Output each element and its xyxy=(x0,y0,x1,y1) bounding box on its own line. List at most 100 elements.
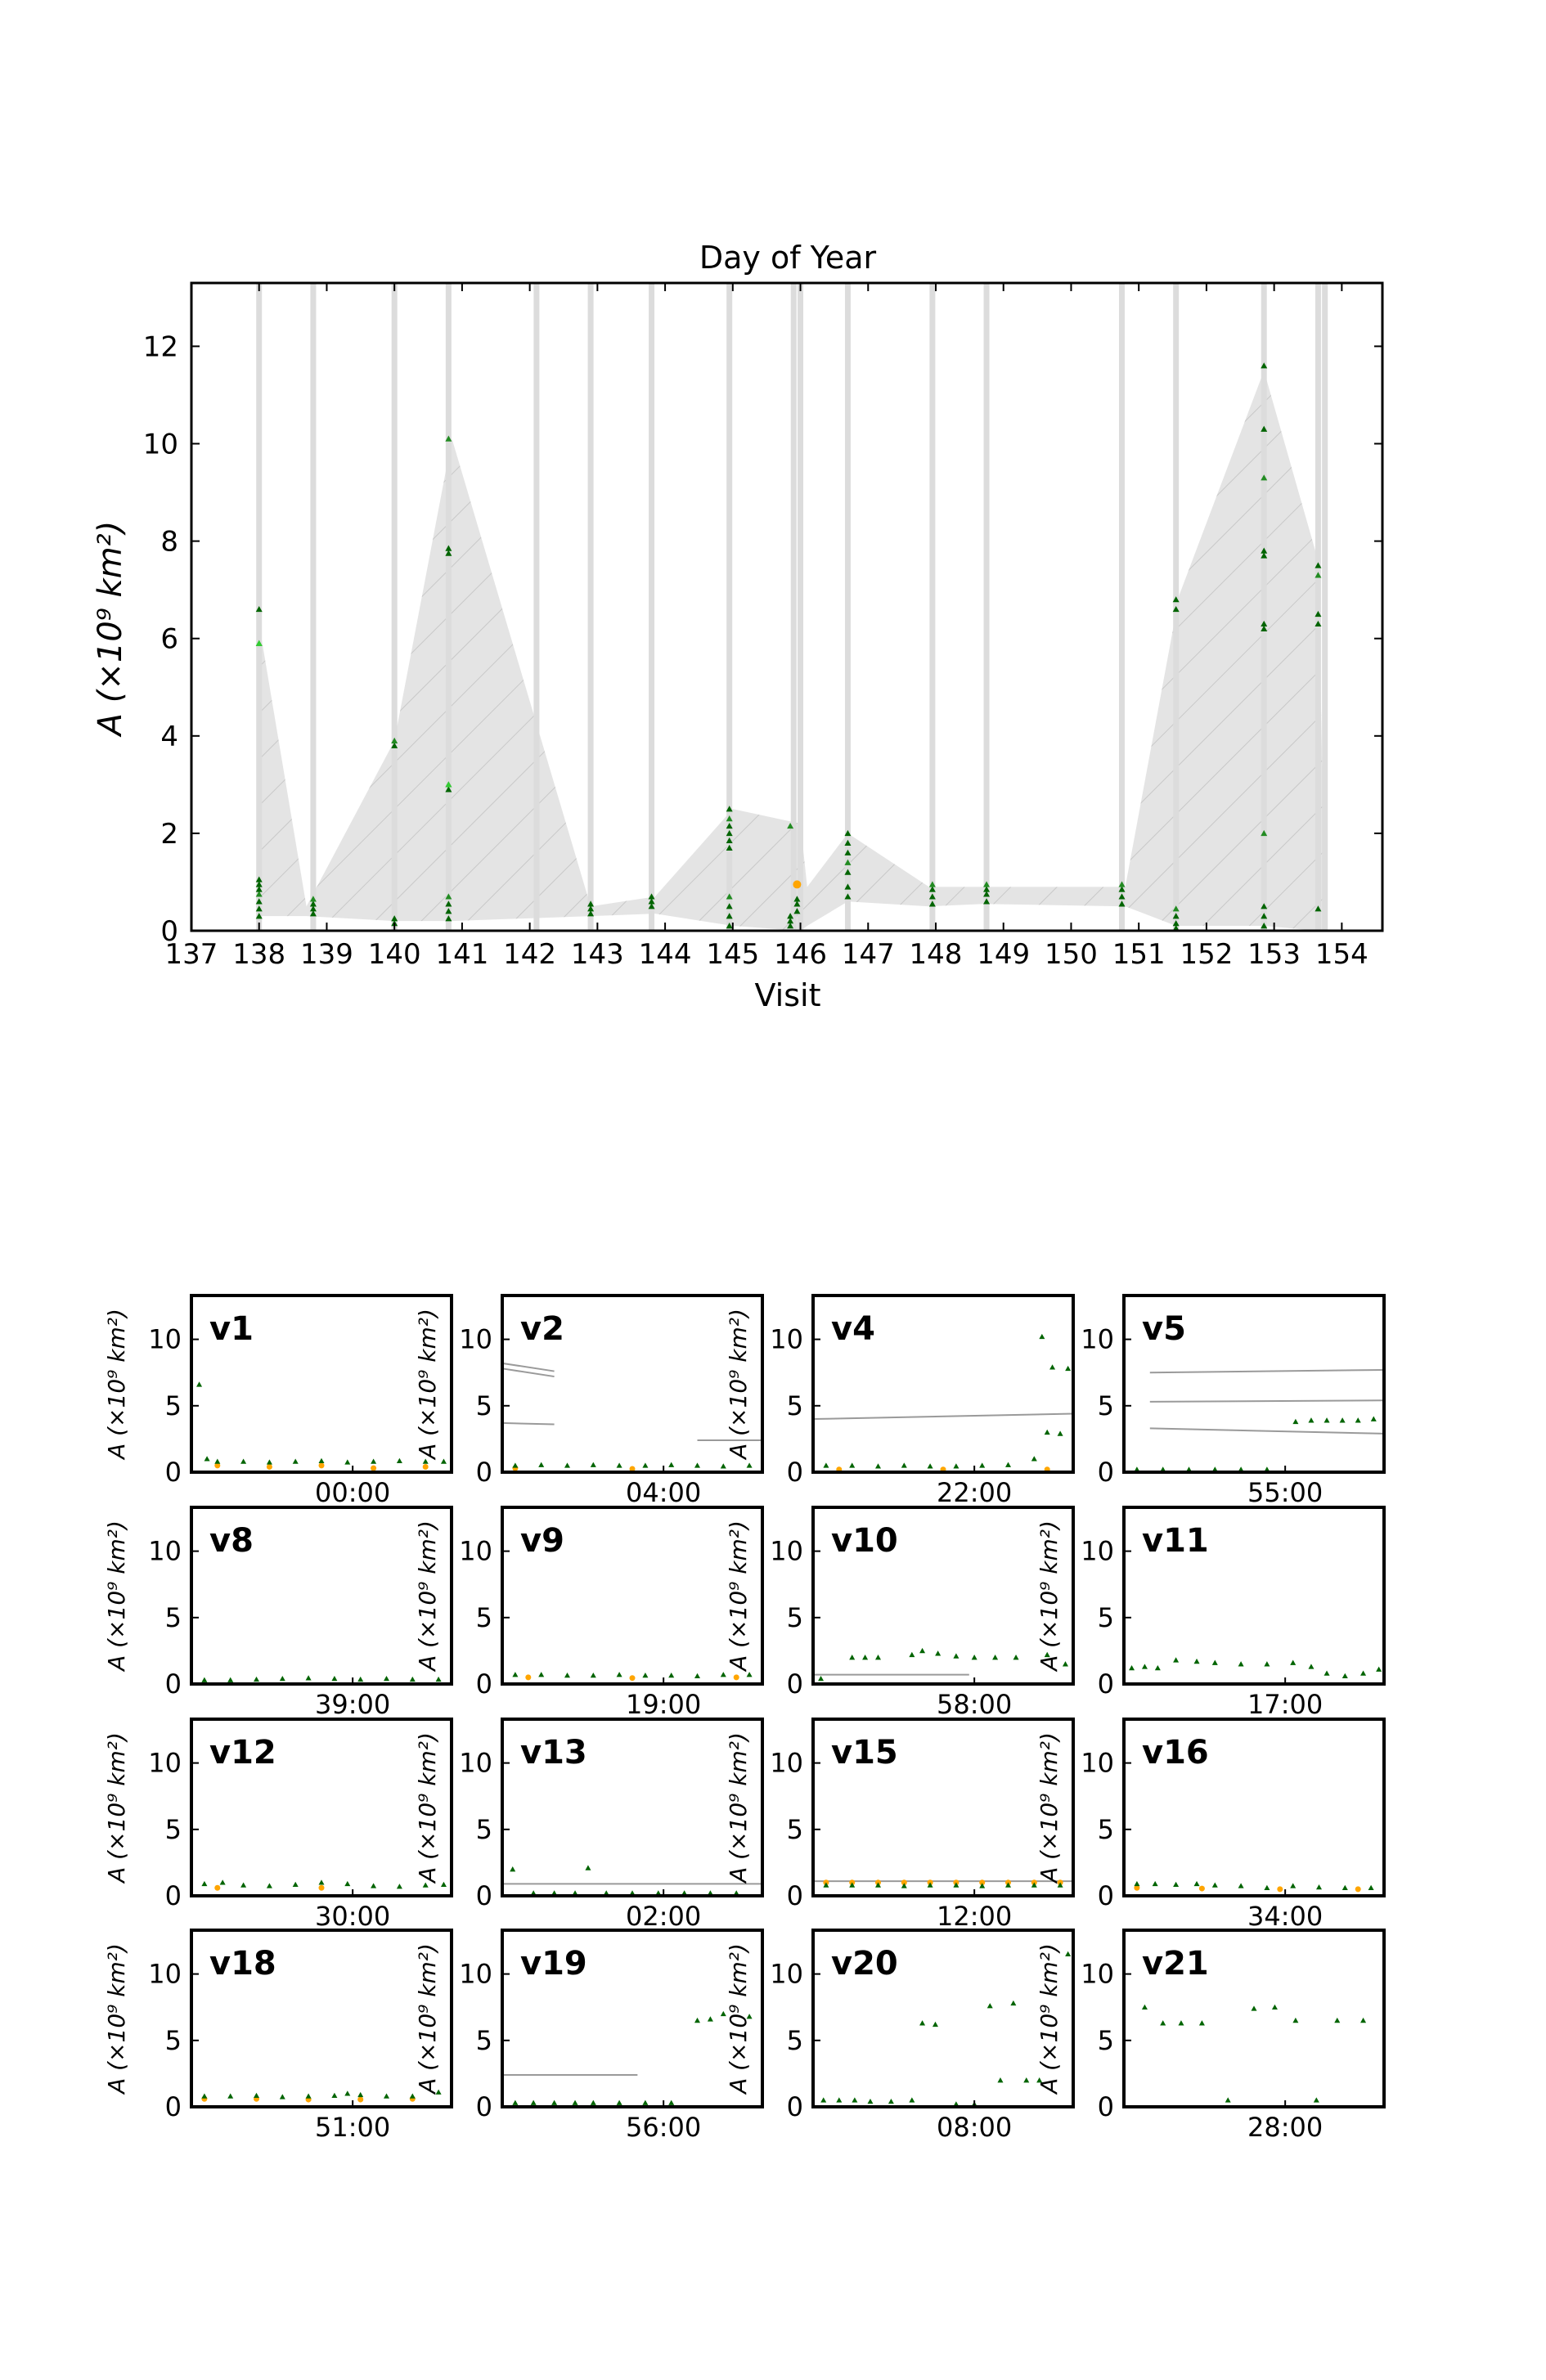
data-point xyxy=(983,886,991,892)
data-point xyxy=(901,1462,907,1468)
data-point xyxy=(1062,1661,1068,1667)
data-point xyxy=(1039,1333,1045,1340)
data-point xyxy=(1238,1466,1244,1472)
data-point xyxy=(445,908,452,914)
data-point xyxy=(616,2099,622,2105)
data-point xyxy=(445,900,452,907)
data-point xyxy=(1355,1417,1361,1423)
plot-area: 137 138 139 140 141 142 143 144 145 146 147 148 149 1… xyxy=(143,281,1384,971)
data-point xyxy=(255,605,263,613)
x-tick-label: 148 xyxy=(910,938,963,971)
data-point xyxy=(928,881,936,887)
data-point xyxy=(629,1466,636,1472)
panel-frame xyxy=(501,1506,764,1686)
y-tick-label: 0 xyxy=(1098,1457,1114,1488)
panel-label: v4 xyxy=(831,1310,875,1348)
x-tick-label: 139 xyxy=(300,938,353,971)
data-point xyxy=(844,883,852,890)
data-point xyxy=(1355,1886,1361,1893)
y-tick-label: 10 xyxy=(459,1959,492,1990)
y-tick-label: 10 xyxy=(148,1748,182,1779)
data-point xyxy=(309,900,317,907)
x-tick-label: 08:00 xyxy=(937,2112,1012,2143)
data-point xyxy=(538,1462,545,1467)
x-tick-label: 39:00 xyxy=(315,1689,390,1720)
data-point xyxy=(279,2094,285,2099)
data-point xyxy=(318,1879,325,1885)
data-point xyxy=(726,913,733,919)
data-point xyxy=(726,815,733,822)
y-tick-label: 0 xyxy=(476,1457,492,1488)
data-point xyxy=(1044,1429,1050,1435)
data-point xyxy=(396,1884,402,1889)
x-tick-label: 146 xyxy=(774,938,827,971)
data-point xyxy=(733,1674,739,1681)
data-point xyxy=(1160,1466,1166,1472)
reference-line xyxy=(1149,1399,1385,1403)
y-tick-label: 0 xyxy=(165,1457,182,1488)
y-tick-label: 5 xyxy=(787,1390,803,1421)
data-point xyxy=(1261,425,1268,432)
data-point xyxy=(844,829,852,837)
y-tick-label: 5 xyxy=(165,1602,182,1633)
y-tick-label: 0 xyxy=(1098,2091,1114,2122)
data-point xyxy=(1238,1883,1244,1888)
reference-line xyxy=(812,1412,1074,1421)
plot-frame xyxy=(190,281,1384,932)
data-point xyxy=(888,2099,894,2104)
data-point xyxy=(1251,2005,1257,2011)
data-point xyxy=(1118,893,1126,900)
data-point xyxy=(746,2014,753,2019)
x-tick-label: 137 xyxy=(165,938,218,971)
data-point xyxy=(240,1458,247,1464)
panel-v19: 0 5 10 v19 56:00 A (×10⁹ km²) xyxy=(414,1929,764,2143)
data-point xyxy=(979,1879,986,1886)
data-point xyxy=(357,2091,364,2098)
y-tick-label: 0 xyxy=(787,1457,803,1488)
data-point xyxy=(901,1879,907,1886)
data-point xyxy=(266,1459,272,1465)
data-point xyxy=(1173,1657,1180,1663)
y-tick-label: 10 xyxy=(770,1748,803,1779)
data-point xyxy=(953,2101,960,2107)
panel-frame xyxy=(190,1506,453,1686)
panel-label: v18 xyxy=(209,1945,276,1983)
data-point xyxy=(1261,913,1268,919)
data-point xyxy=(1036,2077,1043,2083)
y-tick-label: 0 xyxy=(1098,1668,1114,1700)
panel-frame xyxy=(1122,1718,1386,1897)
reference-line xyxy=(501,1367,555,1378)
main-chart: Day of Year Visit A (×10⁹ km²) 137 138 139… xyxy=(92,240,1384,1013)
data-point xyxy=(538,1672,545,1677)
data-point xyxy=(512,2099,519,2105)
panel-v11: 0 5 10 v11 17:00 A (×10⁹ km²) xyxy=(1036,1506,1386,1720)
panel-v8: 0 5 10 v8 39:00 A (×10⁹ km²) xyxy=(103,1506,453,1720)
data-point xyxy=(1198,1885,1205,1892)
data-point xyxy=(844,869,852,875)
data-point xyxy=(820,2097,827,2103)
y-tick-label: 5 xyxy=(1098,1602,1114,1633)
data-point xyxy=(1315,562,1322,568)
data-point xyxy=(1292,1418,1299,1425)
data-point xyxy=(726,844,733,851)
data-point xyxy=(1261,474,1268,481)
x-tick-label: 143 xyxy=(571,938,624,971)
data-point xyxy=(1044,1651,1050,1658)
data-point xyxy=(1313,2097,1319,2103)
data-point xyxy=(445,435,452,442)
data-point xyxy=(331,1676,338,1682)
data-point xyxy=(214,1884,221,1891)
data-point xyxy=(928,900,936,907)
data-point xyxy=(371,1465,377,1471)
data-point xyxy=(530,1890,537,1896)
y-tick-label: 10 xyxy=(1081,1959,1114,1990)
data-point xyxy=(318,1462,325,1469)
data-point xyxy=(953,1882,960,1888)
data-point xyxy=(396,1457,402,1463)
data-point xyxy=(986,2003,993,2009)
data-point xyxy=(590,2099,596,2105)
data-point xyxy=(1134,1466,1140,1472)
data-point xyxy=(512,1672,519,1677)
data-point xyxy=(572,1890,578,1896)
data-point xyxy=(309,896,317,902)
